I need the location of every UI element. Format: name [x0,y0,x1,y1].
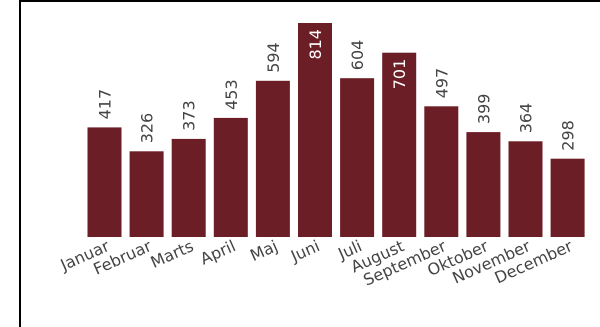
value-label-november: 364 [517,103,536,134]
category-label-april: April [197,236,238,268]
category-label-juni: Juni [287,236,323,266]
value-label-februar: 326 [138,113,157,144]
bar-december [550,158,585,237]
bars-group [87,23,585,238]
bar-januar [87,127,122,237]
category-label-marts: Marts [148,236,197,272]
bar-april [213,117,248,237]
value-label-august: 701 [390,59,409,90]
value-label-oktober: 399 [474,94,493,125]
category-label-maj: Maj [247,236,280,265]
bar-juli [340,78,375,237]
value-label-september: 497 [432,68,451,99]
bar-september [424,106,459,237]
bar-oktober [466,132,501,237]
value-label-december: 298 [559,120,578,151]
value-label-marts: 373 [180,100,199,131]
bar-november [508,141,543,237]
bar-august [382,52,417,238]
bar-marts [171,138,206,237]
value-label-april: 453 [222,79,241,110]
bar-februar [129,151,164,237]
value-label-juli: 604 [348,40,367,71]
value-label-juni: 814 [306,29,325,60]
value-label-maj: 594 [264,42,283,73]
value-labels-group: 417 326 373 453 594 814 604 701 497 399 364 298 [96,29,578,151]
value-label-januar: 417 [96,89,115,120]
bar-juni [298,23,332,237]
bar-maj [255,80,290,237]
